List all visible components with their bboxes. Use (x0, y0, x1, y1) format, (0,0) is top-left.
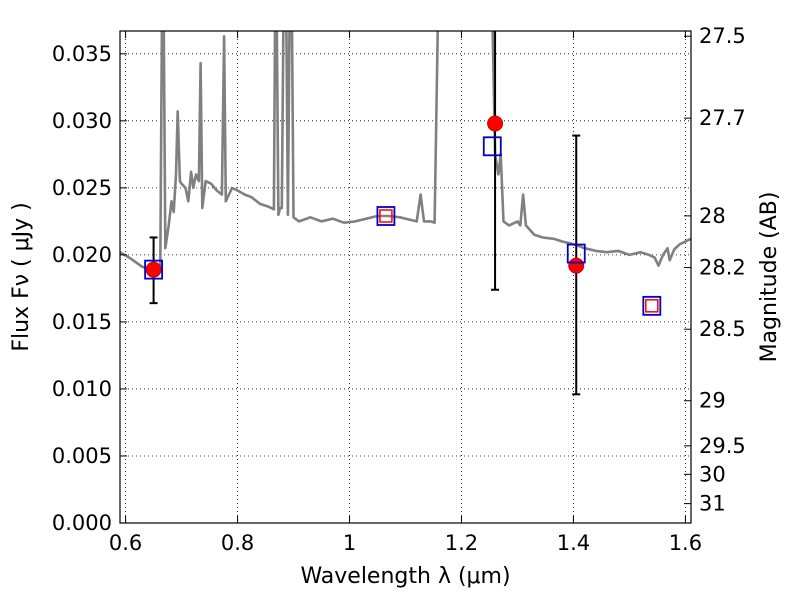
observed-point (487, 115, 504, 132)
model-photometry-marker (642, 295, 662, 316)
model-photometry-marker (144, 259, 163, 280)
mag-tick-label: 27.7 (699, 106, 746, 130)
plot-area (120, 31, 691, 396)
mag-tick-label: 28.2 (699, 256, 746, 280)
x-tick-label: 1 (343, 531, 356, 555)
y-tick-label: 0.010 (52, 377, 112, 401)
upper-limit-marker (645, 299, 659, 313)
mag-tick-label: 31 (699, 492, 726, 516)
mag-tick-label: 27.5 (699, 24, 746, 48)
mag-tick-label: 28 (699, 204, 726, 228)
x-tick-label: 1.4 (557, 531, 590, 555)
x-tick-label: 1.2 (445, 531, 478, 555)
y-tick-label: 0.005 (52, 444, 112, 468)
plot-frame (119, 30, 692, 524)
model-photometry-marker (482, 136, 502, 157)
mag-tick-label: 28.5 (699, 317, 746, 341)
mag-tick-label: 29.5 (699, 434, 746, 458)
mag-tick-label: 30 (699, 462, 726, 486)
y-tick-label: 0.025 (52, 176, 112, 200)
observed-point (568, 257, 585, 274)
y-tick-label: 0.035 (52, 42, 112, 66)
model-photometry-marker (376, 206, 396, 226)
x-tick-label: 0.8 (221, 531, 254, 555)
y-tick-label: 0.030 (52, 109, 112, 133)
y-axis-label: Flux Fν ( μJy ) (9, 202, 34, 351)
upper-limit-marker (379, 209, 393, 223)
y-tick-label: 0.015 (52, 310, 112, 334)
mag-tick-label: 29 (699, 389, 726, 413)
observed-point (145, 261, 162, 278)
axes-ticks: 0.6 0.8 1 1.2 1.4 1.6 0.000 0.005 0.010 0.015 0.02… (52, 24, 746, 555)
x-axis-label: Wavelength λ (μm) (300, 564, 510, 589)
x-tick-label: 1.6 (669, 531, 702, 555)
model-photometry-marker (566, 243, 586, 264)
magnitude-axis-label: Magnitude (AB) (757, 192, 782, 363)
y-tick-label: 0.000 (52, 511, 112, 535)
x-tick-label: 0.6 (109, 531, 142, 555)
y-tick-label: 0.020 (52, 243, 112, 267)
